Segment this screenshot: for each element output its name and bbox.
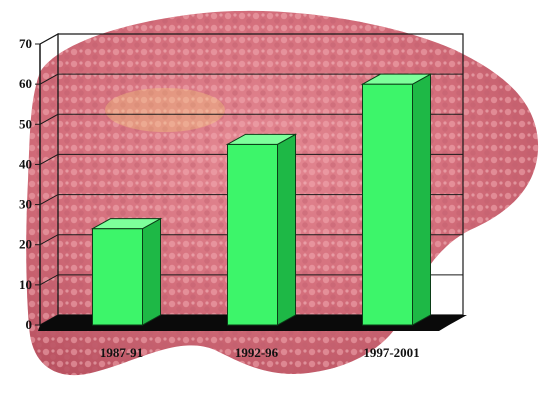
- bar-front: [92, 228, 143, 326]
- y-tick-labels: 0 10 20 30 40 50 60 70: [19, 36, 32, 332]
- bars: [90, 73, 433, 326]
- y-tick-label: 0: [26, 317, 33, 332]
- gridline: [39, 194, 463, 206]
- x-category-labels: 1987-91 1992-96 1997-2001: [100, 345, 420, 360]
- bar-1992-96: [225, 133, 298, 326]
- gridline: [39, 234, 463, 246]
- bar-side: [277, 133, 296, 326]
- bar-side: [142, 217, 161, 326]
- y-tick-label: 30: [19, 197, 32, 212]
- gridline: [39, 153, 463, 165]
- bar-1997-2001: [360, 73, 433, 326]
- liver-highlight: [105, 88, 225, 132]
- y-tick-label: 50: [19, 116, 32, 131]
- y-tick-label: 70: [19, 36, 32, 51]
- y-tick-label: 60: [19, 76, 32, 91]
- x-category-label: 1992-96: [235, 345, 279, 360]
- bar-side: [412, 73, 431, 326]
- bar-1987-91: [90, 217, 163, 326]
- y-tick-label: 10: [19, 277, 32, 292]
- y-tick-label: 40: [19, 156, 32, 171]
- x-category-label: 1997-2001: [363, 345, 419, 360]
- gridline: [39, 33, 463, 45]
- gridline: [39, 73, 463, 85]
- bar-top: [225, 133, 298, 145]
- gridline: [39, 274, 463, 286]
- gridline: [39, 113, 463, 125]
- bar-front: [227, 143, 278, 326]
- bar-front: [362, 83, 413, 326]
- gridlines: [35, 33, 463, 326]
- x-category-label: 1987-91: [100, 345, 143, 360]
- y-tick-label: 20: [19, 237, 32, 252]
- bar-top: [360, 73, 433, 85]
- bar-top: [90, 218, 163, 230]
